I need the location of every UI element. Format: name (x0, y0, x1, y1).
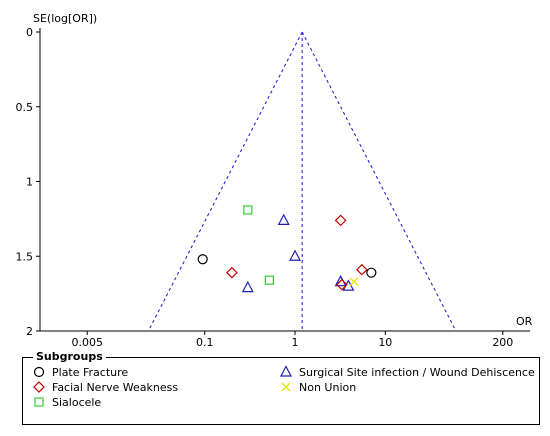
data-point (277, 213, 290, 225)
data-point (226, 266, 238, 279)
legend-label: Non Union (299, 380, 357, 394)
data-point (264, 275, 274, 285)
legend-label: Sialocele (52, 395, 102, 409)
legend-title: Subgroups (33, 350, 106, 363)
data-point (356, 263, 368, 276)
legend-label: Surgical Site infection / Wound Dehiscen… (299, 365, 535, 379)
data-point (349, 277, 359, 287)
data-point (334, 214, 347, 227)
y-tick-label: 0.5 (16, 101, 34, 114)
y-axis-label: SE(log[OR]) (33, 12, 97, 25)
legend-marker-icon (33, 366, 45, 378)
x-tick-label: 0.1 (196, 336, 214, 349)
legend-marker-icon (34, 397, 44, 407)
x-axis-label: OR (516, 315, 533, 328)
y-tick-label: 1.5 (16, 250, 34, 263)
data-point (335, 278, 348, 291)
legend-label: Plate Fracture (52, 365, 129, 379)
data-point (243, 205, 253, 215)
legend-item: Surgical Site infection / Wound Dehiscen… (278, 365, 535, 379)
legend-marker-icon (281, 382, 291, 392)
data-point (289, 249, 302, 261)
data-point (241, 280, 254, 293)
legend-item: Non Union (278, 380, 356, 394)
x-tick-label: 1 (292, 336, 299, 349)
data-point (197, 254, 208, 265)
data-point (366, 267, 377, 278)
legend: Subgroups Plate Fracture Surgical Site in… (22, 350, 540, 425)
x-tick-label: 10 (378, 336, 392, 349)
x-tick-label: 200 (492, 336, 513, 349)
legend-marker-icon (33, 381, 45, 393)
y-tick-label: 1 (26, 176, 33, 189)
legend-item: Sialocele (31, 395, 101, 409)
legend-marker-icon (280, 365, 292, 377)
legend-label: Facial Nerve Weakness (52, 380, 179, 394)
funnel-left-limit (147, 31, 303, 332)
y-tick-label: 0 (26, 26, 33, 39)
y-tick-label: 2 (26, 325, 33, 338)
legend-item: Facial Nerve Weakness (31, 380, 178, 394)
x-tick-label: 0.005 (71, 336, 103, 349)
legend-item: Plate Fracture (31, 365, 128, 379)
funnel-right-limit (301, 31, 457, 332)
